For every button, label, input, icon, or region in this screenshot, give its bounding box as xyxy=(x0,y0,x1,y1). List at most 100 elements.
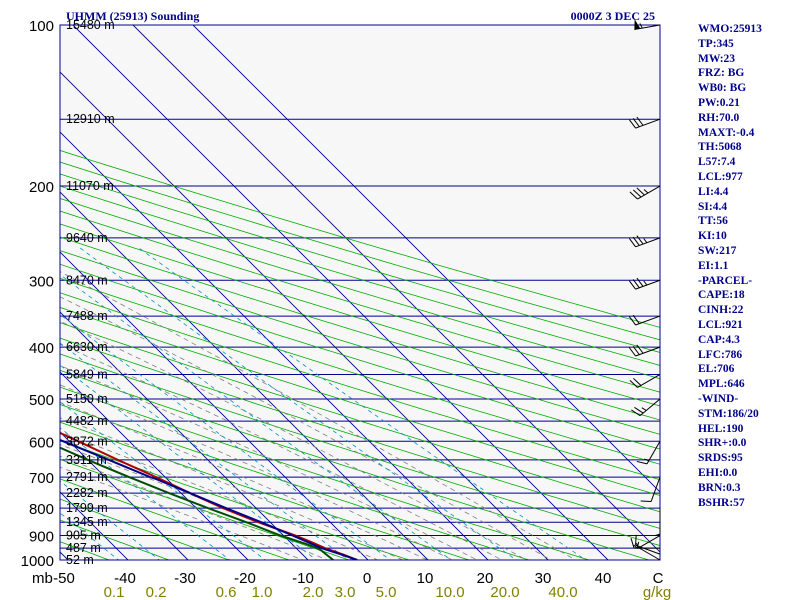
mixing-ratio-label: 0.1 xyxy=(104,584,125,600)
wind-barb-flag xyxy=(630,537,635,549)
wind-barb xyxy=(629,374,661,388)
dry-adiabat xyxy=(0,25,18,571)
sounding-index-line: MW:23 xyxy=(698,52,736,65)
sounding-indices-panel: WMO:25913 TP:345 MW:23 FRZ: BG WB0: BG PW:0.2… xyxy=(698,22,798,510)
pressure-tick-label: 1000 xyxy=(21,553,54,570)
dry-adiabat xyxy=(60,173,660,353)
wind-barb-half-flag xyxy=(636,542,639,549)
mixing-ratio-line xyxy=(60,480,160,560)
wind-barb-half-flag xyxy=(641,407,647,411)
mixing-ratio-label: 0.6 xyxy=(216,584,237,600)
moist-adiabat xyxy=(60,365,479,560)
wind-barb-staff xyxy=(637,535,661,549)
wind-barb-half-flag xyxy=(643,458,650,461)
wind-barb-half-flag xyxy=(633,544,638,549)
sounding-index-line: STM:186/20 xyxy=(698,407,759,420)
sounding-index-line: SW:217 xyxy=(698,244,737,257)
sounding-index-line: RH:70.0 xyxy=(698,111,740,124)
wind-barb xyxy=(628,314,661,326)
wind-barb-flag xyxy=(634,406,644,414)
dry-adiabat xyxy=(60,322,660,513)
wind-barb xyxy=(629,185,661,200)
sounding-index-line: SHR+:0.0 xyxy=(698,437,747,450)
isotherm-line xyxy=(60,371,249,560)
height-label: 4482 m xyxy=(66,414,108,428)
chart-traces xyxy=(60,431,358,560)
temperature-tick-label: -50 xyxy=(53,570,75,587)
isotherm-line xyxy=(60,131,489,560)
valid-time: 0000Z 3 DEC 25 xyxy=(571,9,655,23)
wind-barb-half-flag xyxy=(654,533,661,537)
dry-adiabat xyxy=(60,369,651,560)
height-label: 487 m xyxy=(66,541,101,555)
temperature-tick-label: -10 xyxy=(292,570,314,587)
temperature-tick-label: 30 xyxy=(535,570,552,587)
mixing-ratio-label: 5.0 xyxy=(376,584,397,600)
moist-adiabat xyxy=(60,431,379,560)
wind-barb xyxy=(628,235,661,248)
wind-barb-flag xyxy=(632,118,640,128)
sounding-index-line: WMO:25913 xyxy=(698,23,762,35)
dry-adiabat xyxy=(60,337,660,529)
mixing-ratio-line xyxy=(78,246,517,560)
pressure-tick-label: 800 xyxy=(29,501,54,518)
height-label: 11070 m xyxy=(66,179,114,193)
plot-frame xyxy=(59,24,661,561)
temperature-tick-label: -20 xyxy=(234,570,256,587)
dry-adiabat xyxy=(60,386,591,560)
wind-barb-staff xyxy=(635,315,661,326)
sounding-index-line: LI:4.4 xyxy=(698,185,729,198)
pressure-tick-label: 900 xyxy=(29,529,54,546)
wind-barb-flag xyxy=(633,377,642,386)
temperature-tick-label: 10 xyxy=(417,570,434,587)
wind-barb-flag xyxy=(636,187,645,196)
sounding-index-line: BSHR:57 xyxy=(698,496,745,509)
height-label: 15480 m xyxy=(66,18,115,32)
moist-adiabat xyxy=(60,320,528,560)
wind-barb-staff xyxy=(635,346,661,357)
wind-barb-flag xyxy=(636,235,644,245)
wind-barb xyxy=(640,476,661,503)
wind-barb-staff xyxy=(635,118,661,129)
mixing-ratio-line xyxy=(60,364,318,560)
dry-adiabat xyxy=(60,519,171,560)
chart-grid xyxy=(0,25,660,571)
wind-barb-staff xyxy=(635,279,661,290)
moist-adiabat xyxy=(60,417,404,560)
wind-barb-staff xyxy=(634,24,661,31)
pressure-tick-label: 200 xyxy=(29,179,54,196)
height-label: 8470 m xyxy=(66,273,108,287)
wind-barb-half-flag xyxy=(643,280,648,286)
pressure-tick-label: 600 xyxy=(29,434,54,451)
wind-barb xyxy=(633,535,661,549)
wind-barb-staff xyxy=(646,441,661,465)
wind-barb-flag xyxy=(640,500,652,503)
mixing-ratio-line xyxy=(60,512,120,560)
sounding-index-line: SRDS:95 xyxy=(698,452,743,465)
wind-barb-flag xyxy=(636,460,648,465)
parcel-trace xyxy=(60,438,358,560)
isotherm-line xyxy=(192,25,660,493)
wind-barb xyxy=(628,277,661,290)
moist-adiabat xyxy=(60,296,552,560)
sounding-index-line: SI:4.4 xyxy=(698,200,728,213)
wind-barb-flag xyxy=(633,189,642,198)
dry-adiabat xyxy=(60,185,660,366)
plot-area xyxy=(60,25,660,560)
sounding-index-line: TH:5068 xyxy=(698,141,742,154)
moist-adiabat xyxy=(60,444,354,560)
height-label: 5150 m xyxy=(66,392,108,406)
dry-adiabat xyxy=(60,150,660,328)
height-label: 1345 m xyxy=(66,515,108,529)
mixing-ratio-line xyxy=(60,427,231,560)
mixing-ratio-label: 0.2 xyxy=(146,584,167,600)
moist-adiabat xyxy=(60,384,454,560)
moist-adiabat xyxy=(60,343,503,560)
wind-barb-flag xyxy=(628,347,636,357)
temperature-tick-label: -40 xyxy=(114,570,136,587)
sounding-index-line: CAP:4.3 xyxy=(698,333,740,346)
mb-unit-label: mb xyxy=(32,570,53,587)
height-label: 52 m xyxy=(66,553,94,567)
